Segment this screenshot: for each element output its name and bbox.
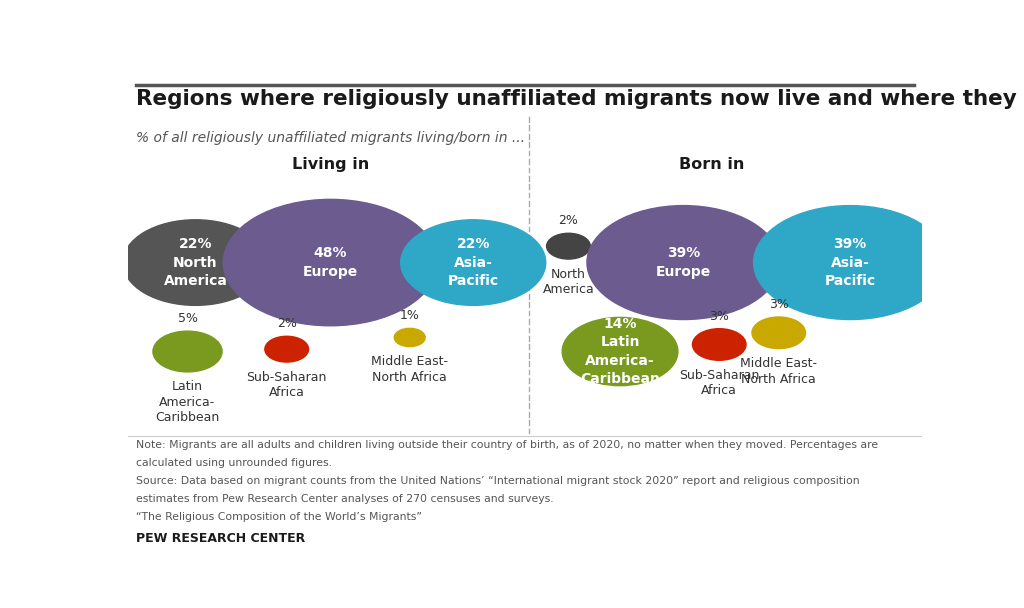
- Text: Note: Migrants are all adults and children living outside their country of birth: Note: Migrants are all adults and childr…: [136, 440, 878, 451]
- Text: Middle East-
North Africa: Middle East- North Africa: [372, 355, 449, 384]
- Text: 22%
North
America: 22% North America: [164, 237, 227, 288]
- Text: calculated using unrounded figures.: calculated using unrounded figures.: [136, 458, 332, 468]
- Text: 2%: 2%: [276, 317, 297, 330]
- Text: estimates from Pew Research Center analyses of 270 censuses and surveys.: estimates from Pew Research Center analy…: [136, 494, 554, 504]
- Text: Regions where religiously unaffiliated migrants now live and where they came fro: Regions where religiously unaffiliated m…: [136, 89, 1024, 109]
- Text: % of all religiously unaffiliated migrants living/born in ...: % of all religiously unaffiliated migran…: [136, 131, 525, 145]
- Text: Latin
America-
Caribbean: Latin America- Caribbean: [156, 381, 219, 424]
- Text: 3%: 3%: [769, 298, 788, 311]
- Text: Living in: Living in: [292, 157, 369, 172]
- Text: 2%: 2%: [558, 214, 579, 227]
- Circle shape: [692, 329, 746, 361]
- Text: Sub-Saharan
Africa: Sub-Saharan Africa: [247, 370, 327, 399]
- Text: 39%
Europe: 39% Europe: [656, 246, 711, 278]
- Text: 14%
Latin
America-
Caribbean: 14% Latin America- Caribbean: [580, 317, 660, 386]
- Text: Sub-Saharan
Africa: Sub-Saharan Africa: [679, 368, 760, 397]
- Circle shape: [153, 331, 222, 372]
- Text: Source: Data based on migrant counts from the United Nations’ “International mig: Source: Data based on migrant counts fro…: [136, 476, 859, 486]
- Circle shape: [123, 219, 268, 305]
- Text: North
America: North America: [543, 268, 594, 296]
- Text: Middle East-
North Africa: Middle East- North Africa: [740, 357, 817, 385]
- Circle shape: [562, 317, 678, 385]
- Text: 48%
Europe: 48% Europe: [303, 246, 358, 278]
- Circle shape: [223, 199, 437, 326]
- Text: “The Religious Composition of the World’s Migrants”: “The Religious Composition of the World’…: [136, 511, 422, 522]
- Text: 5%: 5%: [177, 312, 198, 325]
- Circle shape: [587, 206, 780, 320]
- Text: Born in: Born in: [679, 157, 744, 172]
- Circle shape: [400, 219, 546, 305]
- Text: PEW RESEARCH CENTER: PEW RESEARCH CENTER: [136, 532, 305, 545]
- Circle shape: [547, 233, 590, 259]
- Text: 3%: 3%: [710, 309, 729, 323]
- Text: 22%
Asia-
Pacific: 22% Asia- Pacific: [447, 237, 499, 288]
- Text: 39%
Asia-
Pacific: 39% Asia- Pacific: [824, 237, 876, 288]
- Text: 1%: 1%: [399, 309, 420, 322]
- Circle shape: [394, 328, 425, 347]
- Circle shape: [752, 317, 806, 348]
- Circle shape: [265, 336, 308, 362]
- Circle shape: [754, 206, 947, 320]
